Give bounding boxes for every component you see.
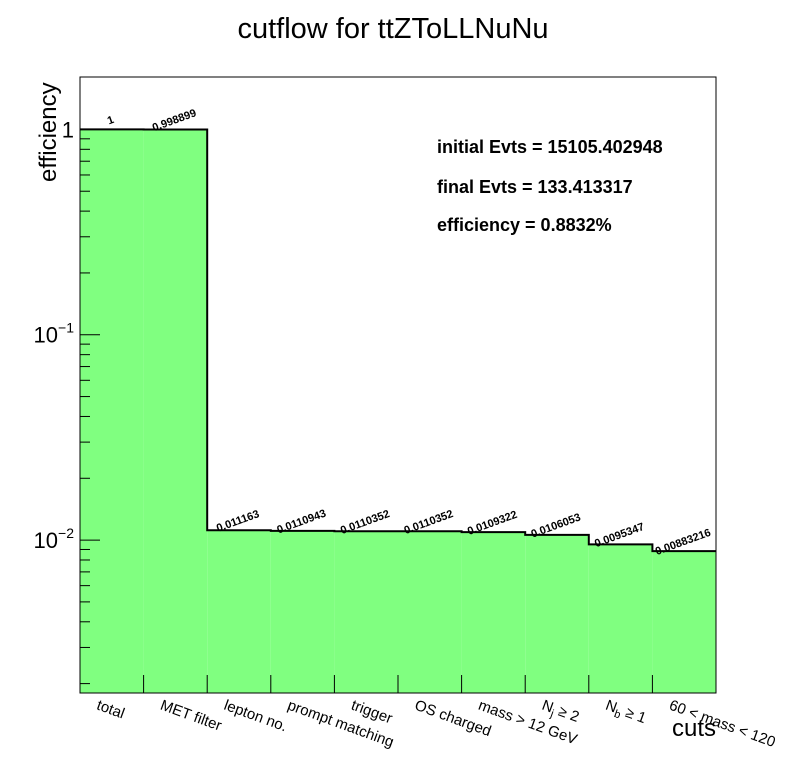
x-tick-label: lepton no. <box>222 697 290 736</box>
data-label: 1 <box>106 114 116 127</box>
stat-final-events: final Evts = 133.413317 <box>437 177 633 197</box>
histogram-outline <box>80 128 716 553</box>
stat-efficiency: efficiency = 0.8832% <box>437 215 612 235</box>
y-tick-label: 1 <box>62 117 74 142</box>
x-tick-label: MET filter <box>158 697 224 735</box>
y-tick-label: 10−1 <box>34 320 75 348</box>
x-axis-title: cuts <box>672 715 716 742</box>
y-axis-ticks <box>80 128 100 685</box>
x-tick-label: total <box>94 697 126 723</box>
y-tick-label: 10−2 <box>34 525 75 553</box>
bar <box>525 534 589 693</box>
x-axis-ticks <box>79 675 717 693</box>
chart-title: cutflow for ttZToLLNuNu <box>237 13 548 45</box>
x-tick-label: Nb ≥ 1 <box>602 697 648 730</box>
bar <box>461 532 526 693</box>
bar <box>652 551 716 693</box>
bar <box>270 530 335 693</box>
bar <box>398 531 462 693</box>
bar <box>143 129 208 694</box>
bar <box>80 129 144 693</box>
y-axis-title: efficiency <box>35 82 62 182</box>
stat-initial-events: initial Evts = 15105.402948 <box>437 137 663 157</box>
bars <box>80 129 716 694</box>
bar <box>588 544 653 693</box>
bar <box>334 531 398 693</box>
bar <box>207 530 271 693</box>
